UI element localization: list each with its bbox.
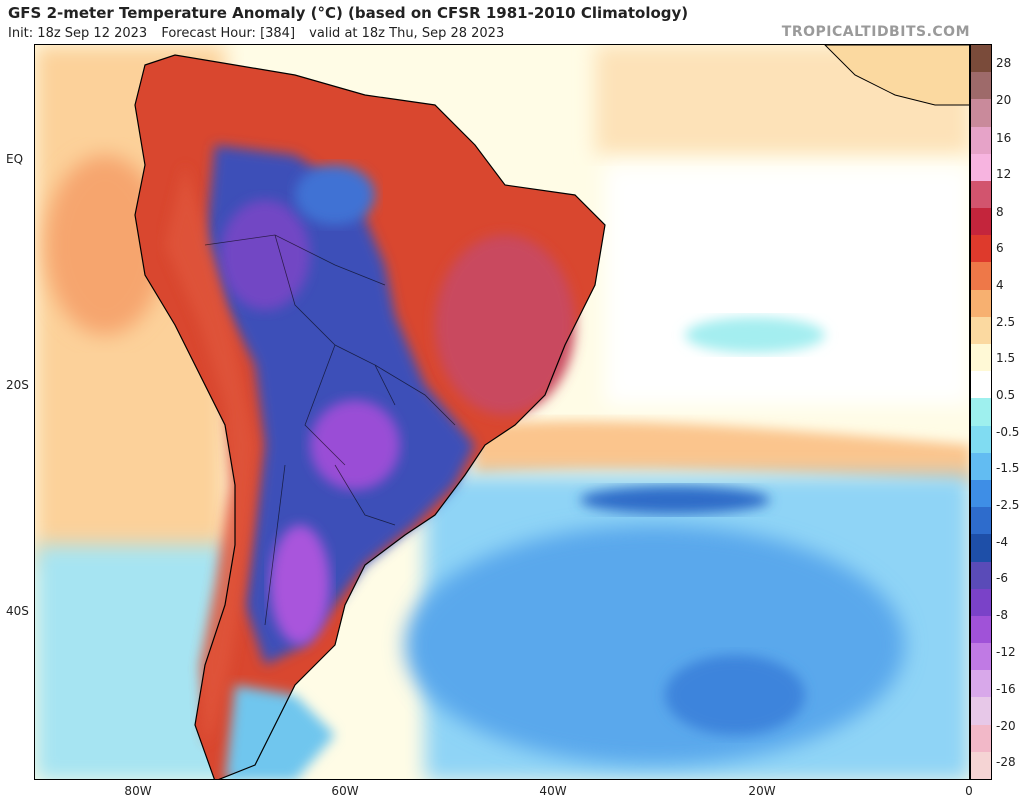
colorbar-segment bbox=[971, 534, 991, 562]
forecast-hour: Forecast Hour: [384] bbox=[161, 26, 296, 41]
colorbar-label: -2.5 bbox=[996, 498, 1020, 512]
colorbar-label: 16 bbox=[996, 131, 1012, 145]
colorbar-label: 2.5 bbox=[996, 315, 1016, 329]
lon-label-80w: 80W bbox=[124, 784, 152, 798]
colorbar bbox=[970, 44, 992, 780]
colorbar-segment bbox=[971, 235, 991, 263]
south-america-coastline bbox=[134, 54, 606, 779]
lon-label-60w: 60W bbox=[331, 784, 359, 798]
colorbar-segment bbox=[971, 126, 991, 155]
valid-time: valid at 18z Thu, Sep 28 2023 bbox=[309, 26, 505, 41]
lon-label-0: 0 bbox=[965, 784, 973, 798]
colorbar-segment bbox=[971, 643, 991, 671]
colorbar-segment bbox=[971, 262, 991, 291]
lon-label-20w: 20W bbox=[748, 784, 776, 798]
interior-cool-north bbox=[295, 165, 375, 225]
south-atlantic-cold-patch bbox=[665, 655, 805, 735]
lat-label-40s: 40S bbox=[6, 604, 29, 618]
andes-warm-strip bbox=[165, 165, 255, 745]
colorbar-label: 0.5 bbox=[996, 388, 1016, 402]
colorbar-segment bbox=[971, 72, 991, 100]
lat-label-eq: EQ bbox=[6, 152, 24, 166]
colorbar-label: -1.5 bbox=[996, 461, 1020, 475]
colorbar-segment bbox=[971, 670, 991, 698]
colorbar-label: 6 bbox=[996, 241, 1004, 255]
colorbar-label: -28 bbox=[996, 755, 1016, 769]
africa-land bbox=[824, 45, 969, 106]
lon-label-40w: 40W bbox=[539, 784, 567, 798]
tropical-atlantic-neutral bbox=[605, 165, 969, 405]
pacific-warm-core bbox=[45, 155, 165, 335]
colorbar-segment bbox=[971, 398, 991, 427]
colorbar-label: 12 bbox=[996, 167, 1012, 181]
colorbar-label: -4 bbox=[996, 535, 1008, 549]
colorbar-label: 8 bbox=[996, 205, 1004, 219]
colorbar-label: -16 bbox=[996, 682, 1016, 696]
colorbar-segment bbox=[971, 289, 991, 318]
chart-title: GFS 2-meter Temperature Anomaly (°C) (ba… bbox=[8, 4, 689, 22]
interior-cold-core-north bbox=[220, 200, 310, 310]
interior-cold-core-central bbox=[310, 400, 400, 490]
colorbar-label: -12 bbox=[996, 645, 1016, 659]
colorbar-segment bbox=[971, 507, 991, 535]
colorbar-segment bbox=[971, 724, 991, 753]
colorbar-label: 4 bbox=[996, 278, 1004, 292]
colorbar-segment bbox=[971, 561, 991, 590]
colorbar-segment bbox=[971, 588, 991, 617]
colorbar-segment bbox=[971, 479, 991, 508]
interior-cold-core-south bbox=[270, 525, 330, 645]
south-atlantic-cold-center bbox=[580, 486, 770, 514]
site-brand: TROPICALTIDBITS.COM bbox=[781, 24, 970, 40]
colorbar-segment bbox=[971, 45, 991, 73]
map-canvas bbox=[35, 45, 969, 779]
colorbar-segment bbox=[971, 316, 991, 345]
tropical-atlantic-cool-patch bbox=[685, 317, 825, 353]
colorbar-label: -20 bbox=[996, 719, 1016, 733]
colorbar-label: 28 bbox=[996, 56, 1012, 70]
colorbar-segment bbox=[971, 153, 991, 182]
lat-label-20s: 20S bbox=[6, 378, 29, 392]
colorbar-segment bbox=[971, 751, 991, 780]
anomaly-map bbox=[34, 44, 970, 780]
run-info: Init: 18z Sep 12 2023 Forecast Hour: [38… bbox=[8, 26, 514, 41]
colorbar-segment bbox=[971, 99, 991, 128]
south-atlantic-cold-core bbox=[405, 525, 905, 765]
colorbar-segment bbox=[971, 615, 991, 644]
subtropical-warm-band bbox=[475, 421, 969, 485]
colorbar-segment bbox=[971, 344, 991, 372]
colorbar-label: 1.5 bbox=[996, 351, 1016, 365]
country-borders bbox=[204, 234, 456, 626]
colorbar-segment bbox=[971, 208, 991, 236]
colorbar-segment bbox=[971, 697, 991, 726]
colorbar-segment bbox=[971, 452, 991, 481]
colorbar-label: -0.5 bbox=[996, 425, 1020, 439]
colorbar-label: 20 bbox=[996, 93, 1012, 107]
colorbar-label: -6 bbox=[996, 571, 1008, 585]
colorbar-segment bbox=[971, 180, 991, 209]
init-time: Init: 18z Sep 12 2023 bbox=[8, 26, 148, 41]
colorbar-segment bbox=[971, 371, 991, 399]
colorbar-segment bbox=[971, 425, 991, 454]
colorbar-label: -8 bbox=[996, 608, 1008, 622]
northeast-brazil-warm-core bbox=[435, 235, 575, 415]
patagonia-cool-area bbox=[225, 685, 335, 779]
